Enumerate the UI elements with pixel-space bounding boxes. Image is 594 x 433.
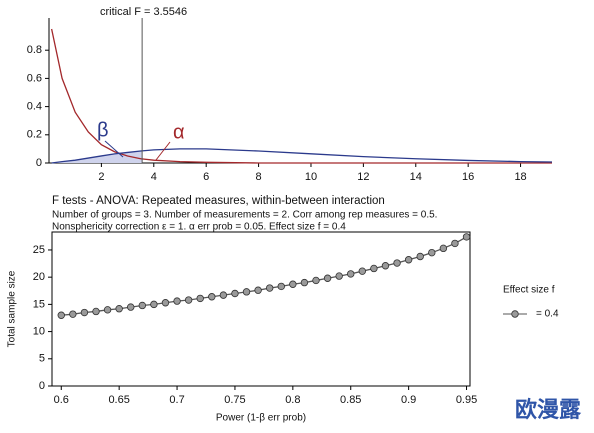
test-title: F tests - ANOVA: Repeated measures, with…: [52, 195, 385, 207]
data-point: [323, 274, 332, 282]
beta-label: β: [97, 119, 109, 141]
data-point: [254, 286, 262, 294]
data-point: [277, 282, 285, 291]
data-point: [347, 270, 355, 278]
x-tick-label: 4: [151, 171, 157, 183]
data-point: [335, 272, 343, 280]
data-point: [208, 293, 216, 301]
x-tick-label: 0.85: [340, 394, 361, 406]
data-point: [161, 299, 170, 307]
y-tick-label: 15: [33, 298, 45, 310]
y-tick-label: 0: [36, 157, 42, 169]
y-tick-label: 0.8: [27, 44, 42, 56]
x-axis-label: Power (1-β err prob): [216, 413, 306, 424]
parameters-line: Nonsphericity correction ε = 1. α err pr…: [52, 222, 346, 233]
data-point: [127, 303, 135, 311]
data-point: [393, 259, 401, 267]
x-tick-label: 0.65: [108, 394, 129, 406]
legend-title: Effect size f: [503, 285, 555, 296]
alpha-pointer: [155, 141, 171, 161]
data-point: [358, 267, 367, 275]
data-point: [300, 278, 309, 287]
data-point: [242, 288, 251, 296]
beta-area: [51, 149, 143, 163]
x-tick-label: 6: [203, 171, 209, 183]
data-point: [103, 306, 112, 314]
legend-label: = 0.4: [536, 309, 559, 320]
data-point: [69, 310, 77, 318]
data-point: [173, 297, 181, 305]
x-tick-label: 12: [357, 171, 369, 183]
legend-marker: [511, 310, 519, 318]
x-tick-label: 2: [98, 171, 104, 183]
y-tick-label: 0: [39, 380, 45, 392]
y-tick-label: 25: [33, 244, 45, 256]
data-point: [451, 239, 459, 248]
y-axis-label: Total sample size: [7, 270, 18, 347]
y-tick-label: 0.4: [27, 101, 42, 113]
y-tick-label: 10: [33, 325, 45, 337]
x-tick-label: 0.6: [54, 394, 69, 406]
x-tick-label: 14: [410, 171, 422, 183]
data-point: [416, 252, 424, 261]
data-point: [150, 300, 158, 309]
series-line: [50, 28, 552, 164]
data-point: [439, 244, 448, 253]
data-point: [370, 264, 378, 273]
data-point: [265, 284, 274, 292]
data-point: [92, 307, 100, 316]
data-point: [184, 296, 193, 304]
y-tick-label: 0.6: [27, 72, 42, 84]
y-tick-label: 5: [39, 353, 45, 365]
x-tick-label: 16: [462, 171, 474, 183]
data-point: [462, 233, 471, 241]
x-tick-label: 0.9: [401, 394, 416, 406]
x-tick-label: 0.7: [169, 394, 184, 406]
data-point: [312, 276, 320, 285]
data-point: [219, 291, 228, 299]
x-tick-label: 0.75: [224, 394, 245, 406]
parameters-line: Number of groups = 3. Number of measurem…: [52, 210, 437, 221]
x-tick-label: 0.95: [456, 394, 477, 406]
y-tick-label: 20: [33, 271, 45, 283]
x-tick-label: 10: [305, 171, 317, 183]
beta-pointer: [104, 140, 124, 158]
plot-frame: [51, 231, 471, 387]
data-point: [404, 256, 413, 264]
x-tick-label: 18: [514, 171, 526, 183]
data-point: [80, 308, 89, 317]
data-point: [231, 289, 239, 298]
watermark: 欧漫露: [515, 397, 582, 422]
data-point: [57, 311, 65, 319]
critical-label: critical F = 3.5546: [100, 6, 187, 18]
data-point: [428, 248, 436, 257]
data-point: [196, 294, 204, 303]
data-point: [138, 301, 147, 310]
x-tick-label: 0.8: [285, 394, 300, 406]
data-point: [289, 280, 297, 288]
data-point: [381, 262, 390, 270]
series-line: [51, 148, 553, 164]
data-point: [115, 305, 123, 313]
alpha-label: α: [173, 121, 185, 143]
y-tick-label: 0.2: [27, 129, 42, 141]
x-tick-label: 8: [256, 171, 262, 183]
